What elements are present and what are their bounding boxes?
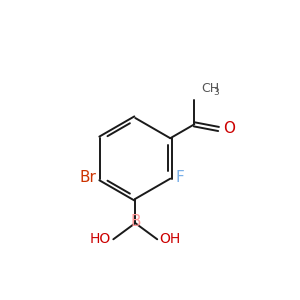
Text: CH: CH bbox=[201, 82, 219, 95]
Text: F: F bbox=[176, 170, 184, 185]
Text: HO: HO bbox=[90, 232, 111, 246]
Text: B: B bbox=[130, 214, 140, 229]
Text: OH: OH bbox=[160, 232, 181, 246]
Text: O: O bbox=[223, 121, 235, 136]
Text: 3: 3 bbox=[213, 88, 219, 97]
Text: Br: Br bbox=[79, 170, 96, 185]
